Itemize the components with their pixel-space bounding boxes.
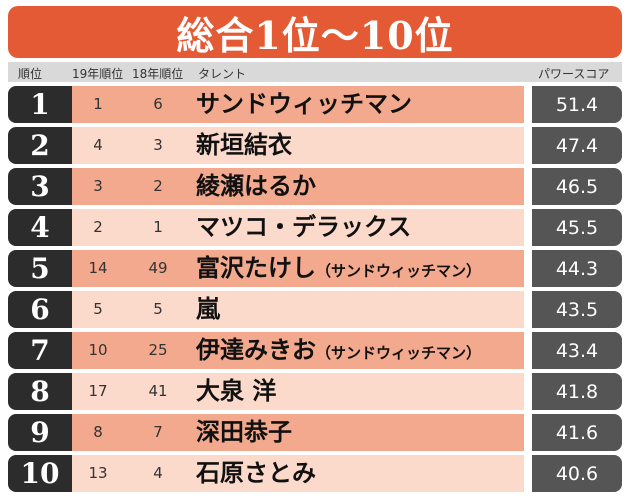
rank-2019: 5 <box>93 300 103 318</box>
header-2018-rank: 18年順位 <box>132 67 184 81</box>
rank-2018: 25 <box>148 341 168 359</box>
rank-cell: 4 <box>8 209 72 246</box>
data-cell: 2 1 マツコ・デラックス <box>72 209 524 246</box>
data-cell: 13 4 石原さとみ <box>72 455 524 492</box>
power-score: 40.6 <box>532 455 622 492</box>
rank-2019: 1 <box>93 95 103 113</box>
talent-name-cell: サンドウィッチマン <box>196 86 412 123</box>
rank-cell: 6 <box>8 291 72 328</box>
power-score: 46.5 <box>532 168 622 205</box>
table-row: 2 4 3 新垣結衣 47.4 <box>8 127 622 164</box>
talent-name-cell: 富沢たけし（サンドウィッチマン） <box>196 250 481 287</box>
rank-2019: 3 <box>93 177 103 195</box>
data-cell: 17 41 大泉 洋 <box>72 373 524 410</box>
data-cell: 3 2 綾瀬はるか <box>72 168 524 205</box>
rank-cell: 9 <box>8 414 72 451</box>
rank-cell: 1 <box>8 86 72 123</box>
talent-name: 深田恭子 <box>196 418 292 446</box>
talent-name-cell: 伊達みきお（サンドウィッチマン） <box>196 332 481 369</box>
rank-2018: 4 <box>153 464 163 482</box>
table-row: 7 10 25 伊達みきお（サンドウィッチマン） 43.4 <box>8 332 622 369</box>
talent-name: 綾瀬はるか <box>196 172 316 200</box>
rank-2018: 49 <box>148 259 168 277</box>
data-cell: 10 25 伊達みきお（サンドウィッチマン） <box>72 332 524 369</box>
rank-2018: 3 <box>153 136 163 154</box>
rank-cell: 10 <box>8 455 72 492</box>
rank-2018: 2 <box>153 177 163 195</box>
rank-2019: 2 <box>93 218 103 236</box>
talent-group: （サンドウィッチマン） <box>316 344 482 362</box>
talent-name: 大泉 洋 <box>196 377 277 405</box>
rank-2018: 1 <box>153 218 163 236</box>
power-score: 41.6 <box>532 414 622 451</box>
talent-name-cell: マツコ・デラックス <box>196 209 411 246</box>
data-cell: 8 7 深田恭子 <box>72 414 524 451</box>
talent-name-cell: 綾瀬はるか <box>196 168 316 205</box>
rank-2019: 8 <box>93 423 103 441</box>
rank-cell: 7 <box>8 332 72 369</box>
table-header: 順位 19年順位 18年順位 タレント パワースコア <box>8 62 622 82</box>
rank-cell: 5 <box>8 250 72 287</box>
table-body: 1 1 6 サンドウィッチマン 51.4 2 4 3 新垣結衣 47.4 3 3… <box>8 86 622 496</box>
table-row: 6 5 5 嵐 43.5 <box>8 291 622 328</box>
power-score: 44.3 <box>532 250 622 287</box>
talent-name-cell: 大泉 洋 <box>196 373 276 410</box>
rank-2018: 5 <box>153 300 163 318</box>
talent-name-cell: 新垣結衣 <box>196 127 292 164</box>
rank-2018: 41 <box>148 382 168 400</box>
table-title: 総合1位～10位 <box>8 6 622 58</box>
table-row: 9 8 7 深田恭子 41.6 <box>8 414 622 451</box>
rank-2019: 10 <box>88 341 108 359</box>
talent-name: 石原さとみ <box>196 459 316 487</box>
power-score: 51.4 <box>532 86 622 123</box>
rank-2019: 17 <box>88 382 108 400</box>
talent-group: （サンドウィッチマン） <box>316 262 482 280</box>
talent-name: 伊達みきお <box>196 336 316 364</box>
table-row: 3 3 2 綾瀬はるか 46.5 <box>8 168 622 205</box>
data-cell: 14 49 富沢たけし（サンドウィッチマン） <box>72 250 524 287</box>
rank-2018: 6 <box>153 95 163 113</box>
talent-name-cell: 深田恭子 <box>196 414 292 451</box>
data-cell: 1 6 サンドウィッチマン <box>72 86 524 123</box>
talent-name: 嵐 <box>196 295 220 323</box>
rank-2019: 14 <box>88 259 108 277</box>
header-power-score: パワースコア <box>538 67 610 81</box>
rank-cell: 8 <box>8 373 72 410</box>
talent-name: 富沢たけし <box>196 254 316 282</box>
talent-name-cell: 石原さとみ <box>196 455 316 492</box>
header-rank: 順位 <box>18 67 43 81</box>
rank-cell: 2 <box>8 127 72 164</box>
talent-name: マツコ・デラックス <box>196 213 412 241</box>
rank-2019: 13 <box>88 464 108 482</box>
header-talent: タレント <box>198 67 247 81</box>
power-score: 47.4 <box>532 127 622 164</box>
table-row: 10 13 4 石原さとみ 40.6 <box>8 455 622 492</box>
table-row: 5 14 49 富沢たけし（サンドウィッチマン） 44.3 <box>8 250 622 287</box>
power-score: 43.4 <box>532 332 622 369</box>
rank-cell: 3 <box>8 168 72 205</box>
table-row: 1 1 6 サンドウィッチマン 51.4 <box>8 86 622 123</box>
talent-name: 新垣結衣 <box>196 131 292 159</box>
talent-name-cell: 嵐 <box>196 291 220 328</box>
power-score: 45.5 <box>532 209 622 246</box>
rank-2018: 7 <box>153 423 163 441</box>
power-score: 43.5 <box>532 291 622 328</box>
power-score: 41.8 <box>532 373 622 410</box>
table-row: 4 2 1 マツコ・デラックス 45.5 <box>8 209 622 246</box>
talent-name: サンドウィッチマン <box>196 90 412 118</box>
rank-2019: 4 <box>93 136 103 154</box>
header-2019-rank: 19年順位 <box>72 67 124 81</box>
data-cell: 5 5 嵐 <box>72 291 524 328</box>
data-cell: 4 3 新垣結衣 <box>72 127 524 164</box>
table-row: 8 17 41 大泉 洋 41.8 <box>8 373 622 410</box>
